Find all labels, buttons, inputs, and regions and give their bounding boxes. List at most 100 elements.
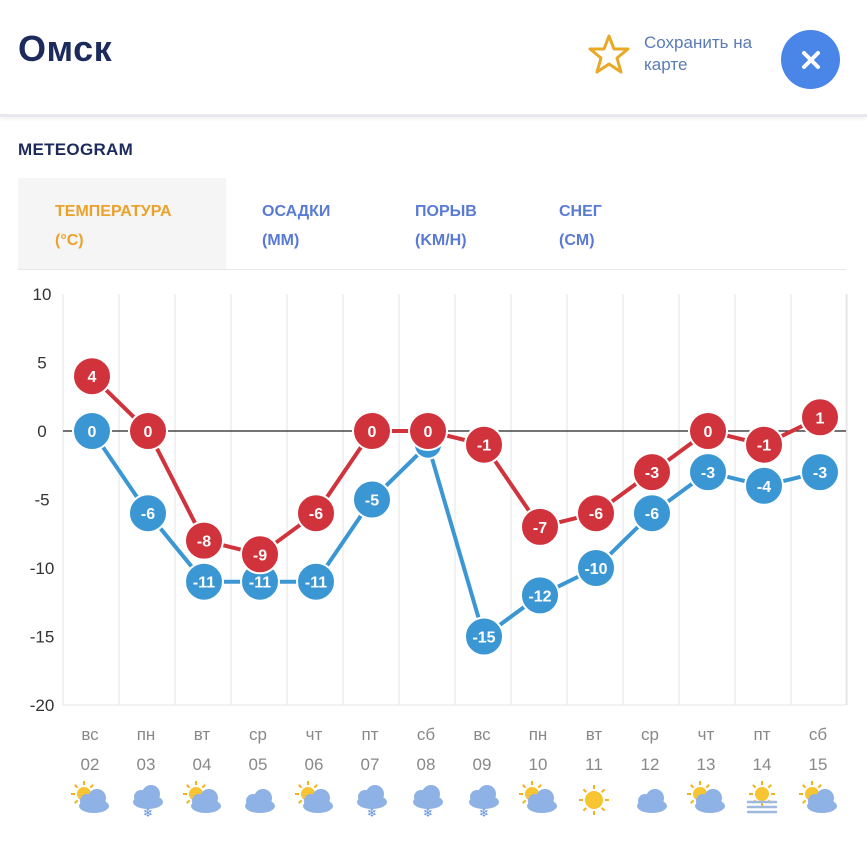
min-point — [184, 561, 224, 602]
cloud-icon — [245, 789, 275, 813]
snow-cloud-icon: ❄ — [413, 785, 443, 820]
max-point — [576, 493, 616, 534]
date-label: 09 — [473, 755, 492, 774]
min-point-label: -5 — [365, 493, 379, 510]
min-point — [296, 561, 336, 602]
tab-precipitation-label: ОСАДКИ — [262, 203, 331, 220]
max-point-label: -6 — [589, 506, 603, 523]
max-point-label: -1 — [757, 438, 771, 455]
tab-gust-label: ПОРЫВ — [415, 203, 477, 220]
day-label: ср — [641, 725, 659, 744]
close-button[interactable] — [781, 30, 840, 89]
save-to-map-button[interactable]: Сохранить на карте — [588, 30, 778, 78]
day-label: чт — [306, 725, 323, 744]
section-title: METEOGRAM — [18, 140, 134, 159]
max-point-label: 0 — [704, 424, 713, 441]
day-label: пн — [529, 725, 548, 744]
min-point — [744, 465, 784, 506]
sun-cloud-icon — [687, 781, 725, 813]
sun-cloud-icon — [519, 781, 557, 813]
day-label: сб — [809, 725, 828, 744]
max-point — [296, 493, 336, 534]
y-tick-label: 5 — [37, 354, 46, 373]
date-label: 06 — [305, 755, 324, 774]
day-label: вт — [194, 725, 211, 744]
min-point — [72, 411, 112, 451]
min-point — [464, 616, 504, 657]
min-point-label: -12 — [528, 588, 551, 605]
date-label: 03 — [137, 755, 156, 774]
svg-text:❄: ❄ — [479, 806, 489, 820]
snow-cloud-icon: ❄ — [133, 785, 163, 820]
day-label: пт — [754, 725, 771, 744]
day-label: сб — [417, 725, 436, 744]
max-point-label: -8 — [197, 534, 211, 551]
min-point-label: -11 — [193, 575, 215, 592]
y-tick-label: -20 — [30, 696, 55, 715]
max-point — [240, 534, 280, 575]
sun-cloud-icon — [799, 781, 837, 813]
min-point — [800, 452, 840, 493]
min-point — [576, 548, 616, 588]
min-point-label: -15 — [472, 630, 495, 647]
min-point — [128, 493, 168, 534]
y-tick-label: 10 — [33, 285, 52, 304]
date-label: 14 — [753, 755, 772, 774]
sun-cloud-icon — [295, 781, 333, 813]
max-point — [744, 424, 784, 465]
date-label: 02 — [81, 755, 100, 774]
tab-snow[interactable]: СНЕГ (CM) — [559, 178, 669, 269]
max-point-label: -9 — [253, 547, 267, 564]
day-label: пн — [137, 725, 156, 744]
min-point — [352, 479, 392, 520]
min-point-label: -3 — [701, 465, 715, 482]
star-icon[interactable] — [588, 33, 630, 75]
date-label: 15 — [809, 755, 828, 774]
max-point-label: -7 — [533, 520, 547, 537]
day-label: чт — [698, 725, 715, 744]
tab-temperature[interactable]: ТЕМПЕРАТУРА (°C) — [18, 178, 226, 269]
day-label: вс — [473, 725, 491, 744]
max-point — [520, 506, 560, 547]
svg-text:❄: ❄ — [143, 806, 153, 820]
max-point-label: 0 — [424, 424, 433, 441]
day-label: вс — [81, 725, 99, 744]
snow-cloud-icon: ❄ — [469, 785, 499, 820]
day-label: вт — [586, 725, 603, 744]
min-point — [520, 575, 560, 616]
min-point-label: -6 — [141, 506, 155, 523]
close-icon — [801, 50, 820, 69]
tab-temperature-label: ТЕМПЕРАТУРА — [55, 203, 172, 220]
meteogram-tabs: ТЕМПЕРАТУРА (°C) ОСАДКИ (MM) ПОРЫВ (KM/H… — [18, 178, 846, 270]
max-point-label: -3 — [645, 465, 659, 482]
header: Омск Сохранить на карте — [0, 0, 867, 117]
sun-cloud-icon — [71, 781, 109, 813]
tab-precipitation[interactable]: ОСАДКИ (MM) — [262, 178, 392, 269]
save-to-map-label: Сохранить на карте — [644, 33, 753, 74]
max-point-label: -6 — [309, 506, 323, 523]
date-label: 12 — [641, 755, 660, 774]
tab-snow-unit: (CM) — [559, 232, 595, 249]
min-point-label: -10 — [584, 561, 607, 578]
min-point-label: 0 — [88, 424, 97, 441]
min-point-label: -4 — [757, 479, 771, 496]
max-point-label: -1 — [477, 438, 491, 455]
sun-fog-icon — [746, 781, 778, 814]
max-point — [688, 411, 728, 451]
max-point-label: 4 — [88, 369, 97, 386]
min-point-label: -3 — [813, 465, 827, 482]
svg-text:❄: ❄ — [367, 806, 377, 820]
meteogram-chart: 10 5 0 -5 -10 -15 -20 0 -6 -11 -11 -11 -5 -15 -12 -10 -6… — [0, 270, 867, 842]
max-point — [464, 424, 504, 465]
max-point-label: 0 — [368, 424, 377, 441]
y-tick-label: 0 — [37, 422, 46, 441]
cloud-icon — [637, 789, 667, 813]
y-tick-label: -10 — [30, 559, 55, 578]
tab-precipitation-unit: (MM) — [262, 232, 300, 249]
date-label: 13 — [697, 755, 716, 774]
svg-text:❄: ❄ — [423, 806, 433, 820]
tab-gust[interactable]: ПОРЫВ (KM/H) — [415, 178, 535, 269]
min-point-label: -11 — [249, 575, 271, 592]
min-point-label: -11 — [305, 575, 327, 592]
